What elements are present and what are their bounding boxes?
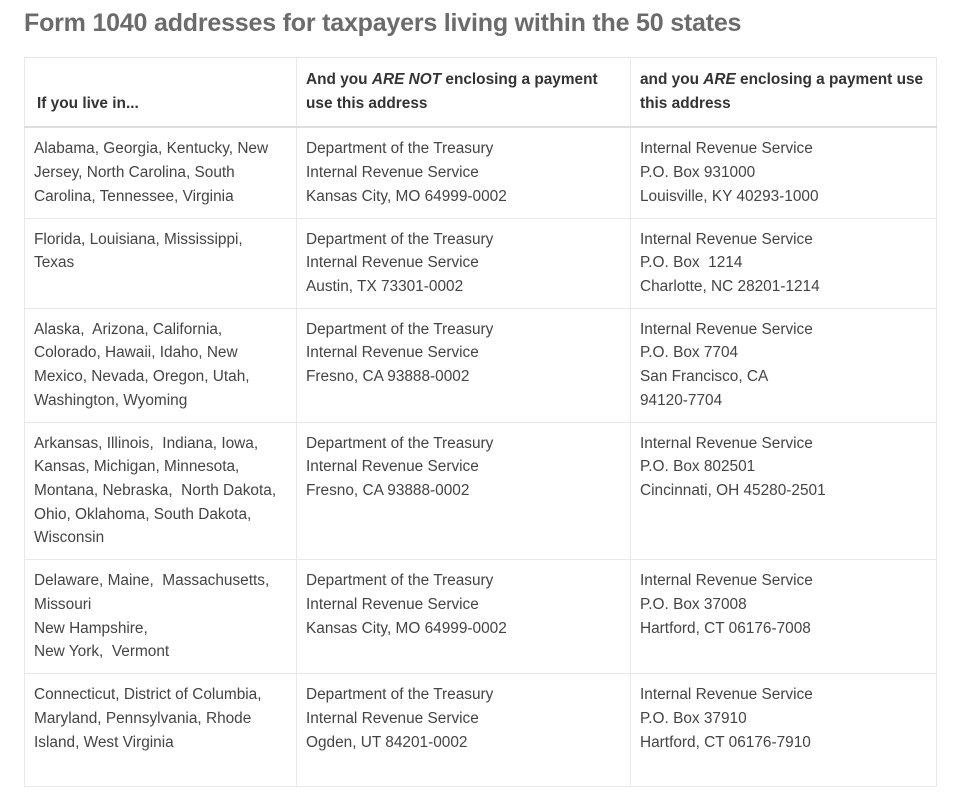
address-line: P.O. Box 37008: [640, 595, 747, 613]
address-line: Internal Revenue Service: [640, 140, 813, 158]
address-line: Internal Revenue Service: [640, 686, 813, 704]
states-line: Wisconsin: [34, 529, 105, 547]
address-line: Ogden, UT 84201-0002: [306, 733, 468, 751]
header-with-payment-emphasis: ARE: [703, 71, 736, 88]
states-line: Maryland, Pennsylvania, Rhode: [34, 709, 252, 727]
no-payment-address-cell: Department of the Treasury Internal Reve…: [296, 126, 631, 219]
states-line: Alaska, Arizona, California,: [34, 320, 223, 338]
header-with-payment: and you ARE enclosing a payment use this…: [630, 57, 937, 129]
states-line: Carolina, Tennessee, Virginia: [34, 187, 234, 205]
header-no-payment-prefix: And you: [306, 71, 372, 88]
states-line: Mexico, Nevada, Oregon, Utah,: [34, 368, 250, 386]
with-payment-address-cell: Internal Revenue Service P.O. Box 802501…: [630, 421, 937, 561]
address-line: P.O. Box 802501: [640, 458, 756, 476]
states-line: Colorado, Hawaii, Idaho, New: [34, 344, 238, 362]
address-line: Fresno, CA 93888-0002: [306, 482, 470, 500]
address-line: Internal Revenue Service: [306, 595, 479, 613]
address-line: Internal Revenue Service: [640, 572, 813, 590]
states-line: Delaware, Maine, Massachusetts,: [34, 572, 270, 590]
address-line: Hartford, CT 06176-7910: [640, 733, 811, 751]
address-line: Charlotte, NC 28201-1214: [640, 277, 820, 295]
address-line: Internal Revenue Service: [640, 230, 813, 248]
header-with-payment-prefix: and you: [640, 71, 704, 88]
states-cell: Arkansas, Illinois, Indiana, Iowa, Kansa…: [24, 421, 297, 561]
header-state-label: If you live in...: [37, 94, 139, 112]
address-line: San Francisco, CA: [640, 368, 769, 386]
address-line: Department of the Treasury: [306, 572, 494, 590]
table-row: Delaware, Maine, Massachusetts, Missouri…: [24, 559, 937, 675]
addresses-table: If you live in... And you ARE NOT enclos…: [24, 57, 937, 788]
states-line: Montana, Nebraska, North Dakota,: [34, 482, 277, 500]
address-line: Kansas City, MO 64999-0002: [306, 187, 507, 205]
address-line: Department of the Treasury: [306, 230, 494, 248]
table-row: Alabama, Georgia, Kentucky, New Jersey, …: [24, 126, 937, 219]
states-line: Kansas, Michigan, Minnesota,: [34, 458, 240, 476]
table-header-row: If you live in... And you ARE NOT enclos…: [24, 57, 937, 129]
address-line: Internal Revenue Service: [640, 434, 813, 452]
header-no-payment: And you ARE NOT enclosing a payment use …: [296, 57, 631, 129]
header-state: If you live in...: [24, 57, 297, 129]
states-line: Alabama, Georgia, Kentucky, New: [34, 140, 269, 158]
address-line: Internal Revenue Service: [306, 344, 479, 362]
address-line: Hartford, CT 06176-7008: [640, 619, 811, 637]
table-row: Alaska, Arizona, California, Colorado, H…: [24, 307, 937, 423]
address-line: Internal Revenue Service: [306, 254, 479, 272]
states-line: Connecticut, District of Columbia,: [34, 686, 262, 704]
with-payment-address-cell: Internal Revenue Service P.O. Box 1214 C…: [630, 217, 937, 309]
states-line: New Hampshire,: [34, 619, 148, 637]
header-with-payment-suffix: enclosing a payment use this address: [640, 71, 924, 112]
address-line: Fresno, CA 93888-0002: [306, 368, 470, 386]
table-row: Connecticut, District of Columbia, Maryl…: [24, 673, 937, 788]
no-payment-address-cell: Department of the Treasury Internal Reve…: [296, 217, 631, 309]
page-title: Form 1040 addresses for taxpayers living…: [24, 9, 742, 37]
table-row: Arkansas, Illinois, Indiana, Iowa, Kansa…: [24, 421, 937, 561]
address-line: Louisville, KY 40293-1000: [640, 187, 819, 205]
no-payment-address-cell: Department of the Treasury Internal Reve…: [296, 421, 631, 561]
address-line: Internal Revenue Service: [306, 458, 479, 476]
states-line: Florida, Louisiana, Mississippi,: [34, 230, 243, 248]
states-line: Arkansas, Illinois, Indiana, Iowa,: [34, 434, 259, 452]
address-line: P.O. Box 1214: [640, 254, 743, 272]
header-no-payment-suffix: enclosing a payment use this address: [306, 71, 598, 112]
address-line: 94120-7704: [640, 391, 723, 409]
states-line: Jersey, North Carolina, South: [34, 164, 235, 182]
address-line: Kansas City, MO 64999-0002: [306, 619, 507, 637]
header-no-payment-emphasis: ARE NOT: [371, 71, 442, 88]
address-line: Internal Revenue Service: [306, 164, 479, 182]
address-line: Internal Revenue Service: [306, 709, 479, 727]
address-line: Austin, TX 73301-0002: [306, 277, 464, 295]
with-payment-address-cell: Internal Revenue Service P.O. Box 37910 …: [630, 673, 937, 788]
states-cell: Delaware, Maine, Massachusetts, Missouri…: [24, 559, 297, 675]
table-row: Florida, Louisiana, Mississippi, Texas D…: [24, 217, 937, 309]
states-line: Texas: [34, 254, 75, 272]
address-line: Department of the Treasury: [306, 320, 494, 338]
address-line: Internal Revenue Service: [640, 320, 813, 338]
with-payment-address-cell: Internal Revenue Service P.O. Box 7704 S…: [630, 307, 937, 423]
no-payment-address-cell: Department of the Treasury Internal Reve…: [296, 307, 631, 423]
states-line: Washington, Wyoming: [34, 391, 188, 409]
states-line: Ohio, Oklahoma, South Dakota,: [34, 505, 252, 523]
address-line: P.O. Box 7704: [640, 344, 739, 362]
states-line: Missouri: [34, 595, 92, 613]
with-payment-address-cell: Internal Revenue Service P.O. Box 931000…: [630, 126, 937, 219]
states-cell: Alabama, Georgia, Kentucky, New Jersey, …: [24, 126, 297, 219]
no-payment-address-cell: Department of the Treasury Internal Reve…: [296, 559, 631, 675]
address-line: Department of the Treasury: [306, 140, 494, 158]
address-line: Cincinnati, OH 45280-2501: [640, 482, 826, 500]
states-line: New York, Vermont: [34, 643, 170, 661]
address-line: Department of the Treasury: [306, 434, 494, 452]
address-line: Department of the Treasury: [306, 686, 494, 704]
no-payment-address-cell: Department of the Treasury Internal Reve…: [296, 673, 631, 788]
address-line: P.O. Box 931000: [640, 164, 756, 182]
with-payment-address-cell: Internal Revenue Service P.O. Box 37008 …: [630, 559, 937, 675]
address-line: P.O. Box 37910: [640, 709, 747, 727]
states-cell: Alaska, Arizona, California, Colorado, H…: [24, 307, 297, 423]
states-line: Island, West Virginia: [34, 733, 174, 751]
states-cell: Florida, Louisiana, Mississippi, Texas: [24, 217, 297, 309]
states-cell: Connecticut, District of Columbia, Maryl…: [24, 673, 297, 788]
